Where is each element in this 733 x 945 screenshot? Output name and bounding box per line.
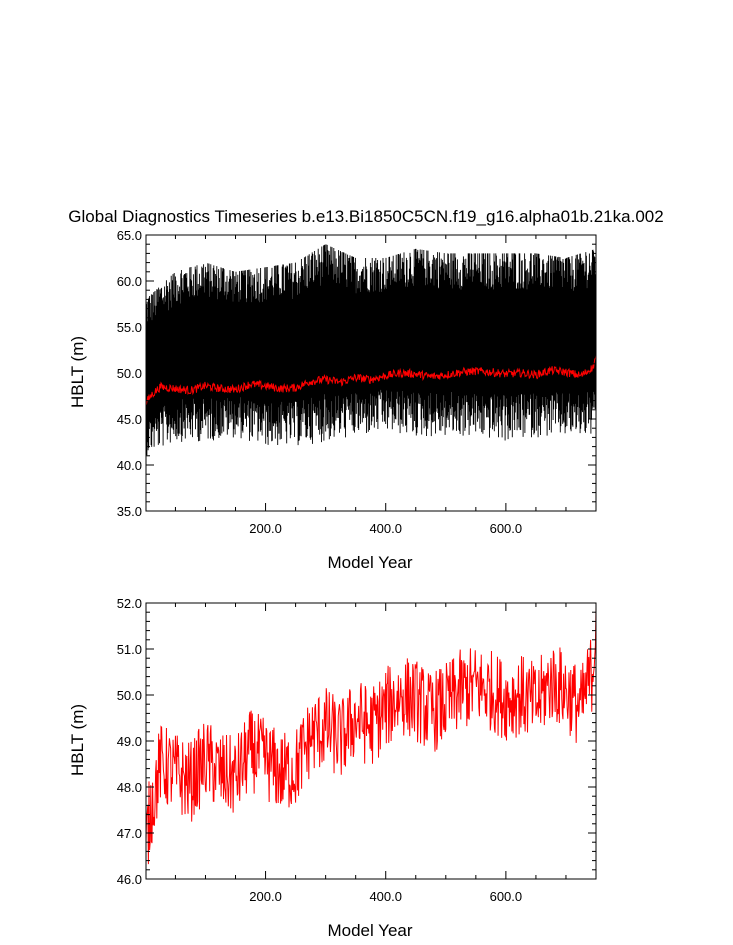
y-tick-label: 45.0	[117, 412, 142, 427]
x-tick-label: 600.0	[490, 521, 523, 536]
y-tick-label: 52.0	[117, 596, 142, 611]
y-tick-label: 51.0	[117, 642, 142, 657]
y-tick-label: 35.0	[117, 504, 142, 519]
bottom-y-axis-title: HBLT (m)	[68, 704, 87, 776]
y-tick-label: 48.0	[117, 780, 142, 795]
y-tick-label: 60.0	[117, 274, 142, 289]
y-tick-label: 40.0	[117, 458, 142, 473]
y-tick-label: 46.0	[117, 872, 142, 887]
top-panel: 200.0 400.0 600.0 35.0 40.0 45.0 50.0 55.0 60.0 6…	[117, 228, 597, 536]
y-tick-label: 55.0	[117, 320, 142, 335]
y-tick-label: 65.0	[117, 228, 142, 243]
x-tick-label: 600.0	[490, 889, 523, 904]
x-tick-label: 400.0	[369, 521, 402, 536]
x-tick-label: 200.0	[249, 889, 282, 904]
top-x-axis-title: Model Year	[327, 553, 412, 572]
chart-title: Global Diagnostics Timeseries b.e13.Bi18…	[68, 207, 663, 226]
top-y-axis-title: HBLT (m)	[68, 336, 87, 408]
y-tick-label: 50.0	[117, 366, 142, 381]
plot-area	[146, 607, 596, 865]
series-monthly-line	[146, 244, 596, 456]
y-tick-label: 50.0	[117, 688, 142, 703]
bottom-x-axis-title: Model Year	[327, 921, 412, 940]
series-annual-line	[146, 607, 596, 865]
plot-area	[146, 244, 596, 456]
bottom-panel: 200.0 400.0 600.0 46.0 47.0 48.0 49.0 50.0 51.0 5…	[117, 596, 597, 904]
series-annual-line	[146, 355, 596, 405]
x-tick-label: 200.0	[249, 521, 282, 536]
x-tick-label: 400.0	[369, 889, 402, 904]
y-tick-label: 47.0	[117, 826, 142, 841]
y-tick-label: 49.0	[117, 734, 142, 749]
